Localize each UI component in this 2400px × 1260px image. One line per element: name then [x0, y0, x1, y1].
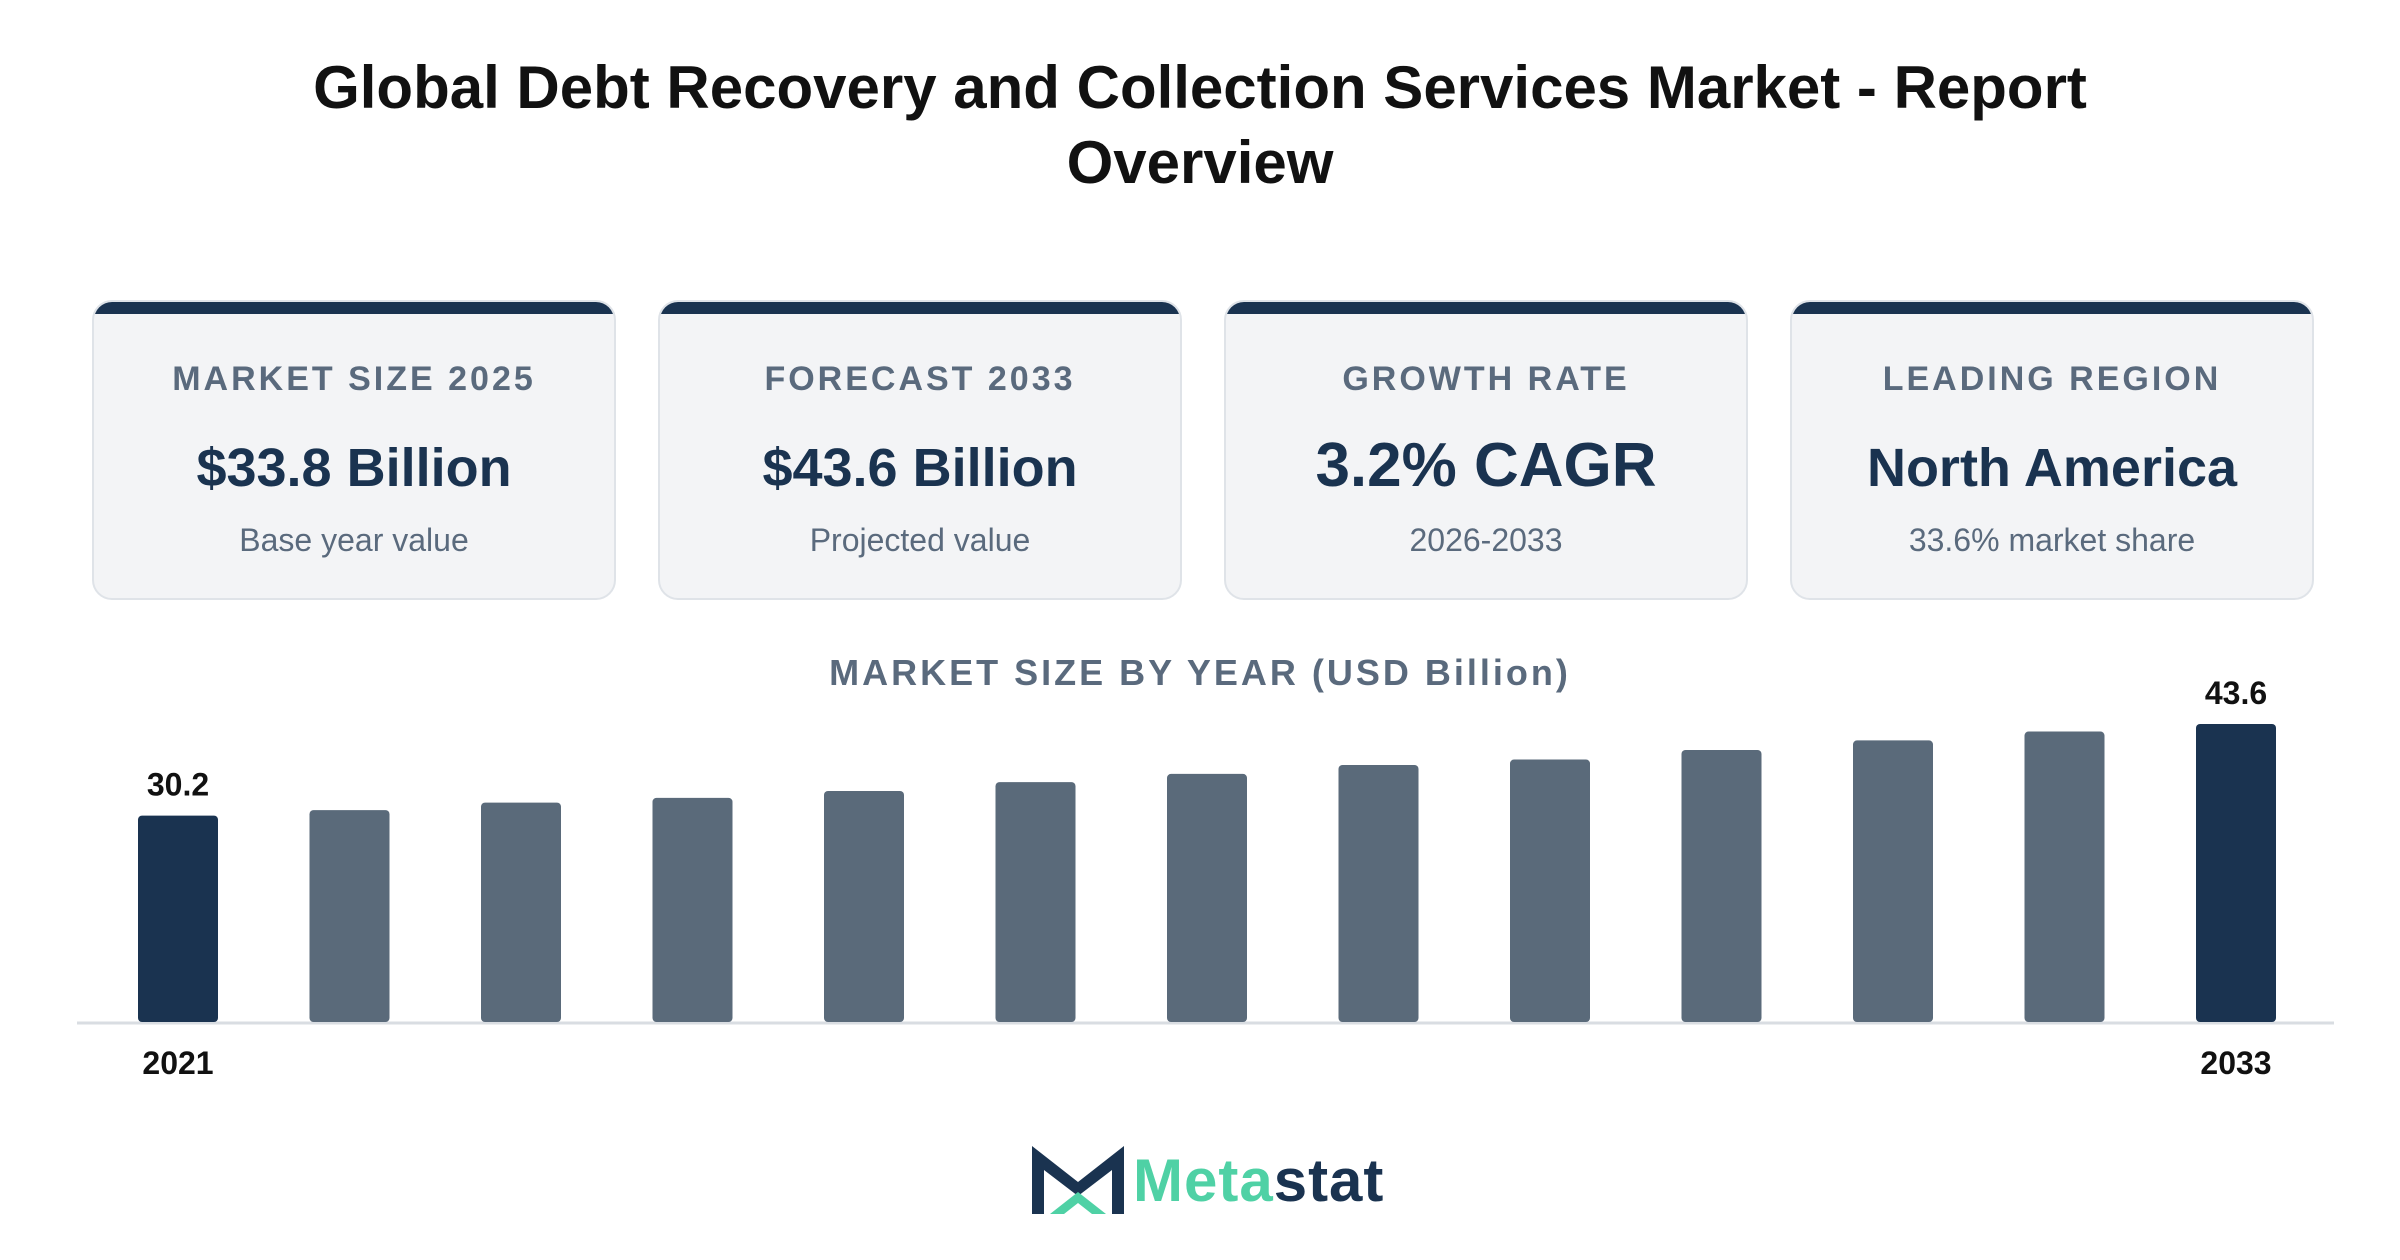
chart-title: MARKET SIZE BY YEAR (USD Billion) — [829, 652, 1571, 693]
kpi-label: FORECAST 2033 — [764, 360, 1076, 398]
metastat-logo-text: Metastat — [1133, 1147, 1385, 1214]
bar-2022 — [309, 810, 390, 1022]
metastat-logo-icon — [1032, 1146, 1124, 1214]
bar-2023 — [481, 802, 561, 1022]
kpi-subtext: 2026-2033 — [1409, 522, 1563, 558]
bar-2021 — [138, 815, 218, 1022]
bar-2031 — [1853, 740, 1933, 1022]
kpi-cards: MARKET SIZE 2025 $33.8 Billion Base year… — [92, 300, 2314, 602]
kpi-subtext: Projected value — [809, 522, 1031, 558]
title-line-2: Overview — [1066, 129, 1334, 196]
bar-2024 — [652, 797, 733, 1022]
kpi-value: 3.2% CAGR — [1315, 431, 1657, 500]
kpi-value: $43.6 Billion — [762, 438, 1078, 498]
kpi-label: MARKET SIZE 2025 — [172, 360, 536, 398]
title-line-1: Global Debt Recovery and Collection Serv… — [313, 54, 2087, 121]
kpi-subtext: Base year value — [239, 522, 469, 558]
kpi-value: North America — [1866, 438, 2238, 498]
category-label-2021: 2021 — [142, 1045, 213, 1081]
bar-2027 — [1167, 773, 1247, 1022]
kpi-label: LEADING REGION — [1882, 360, 2222, 398]
bar-2032 — [2024, 731, 2105, 1022]
metastat-logo: Metastat — [1028, 1140, 1398, 1220]
bar-2030 — [1681, 749, 1762, 1022]
value-label-2021: 30.2 — [147, 767, 209, 803]
kpi-card-forecast: FORECAST 2033 $43.6 Billion Projected va… — [658, 300, 1182, 600]
bar-2029 — [1510, 759, 1590, 1022]
category-label-2033: 2033 — [2200, 1045, 2271, 1081]
bar-2033 — [2196, 724, 2276, 1022]
kpi-card-leading-region: LEADING REGION North America 33.6% marke… — [1790, 300, 2314, 600]
kpi-value: $33.8 Billion — [196, 438, 512, 498]
bar-2026 — [995, 782, 1076, 1022]
kpi-card-market-size: MARKET SIZE 2025 $33.8 Billion Base year… — [92, 300, 616, 600]
kpi-subtext: 33.6% market share — [1908, 522, 2196, 558]
value-label-2033: 43.6 — [2205, 675, 2267, 711]
kpi-card-growth-rate: GROWTH RATE 3.2% CAGR 2026-2033 — [1224, 300, 1748, 600]
page-title: Global Debt Recovery and Collection Serv… — [200, 50, 2200, 200]
bar-2028 — [1338, 765, 1419, 1022]
kpi-label: GROWTH RATE — [1342, 360, 1630, 398]
bar-2025 — [824, 790, 904, 1022]
